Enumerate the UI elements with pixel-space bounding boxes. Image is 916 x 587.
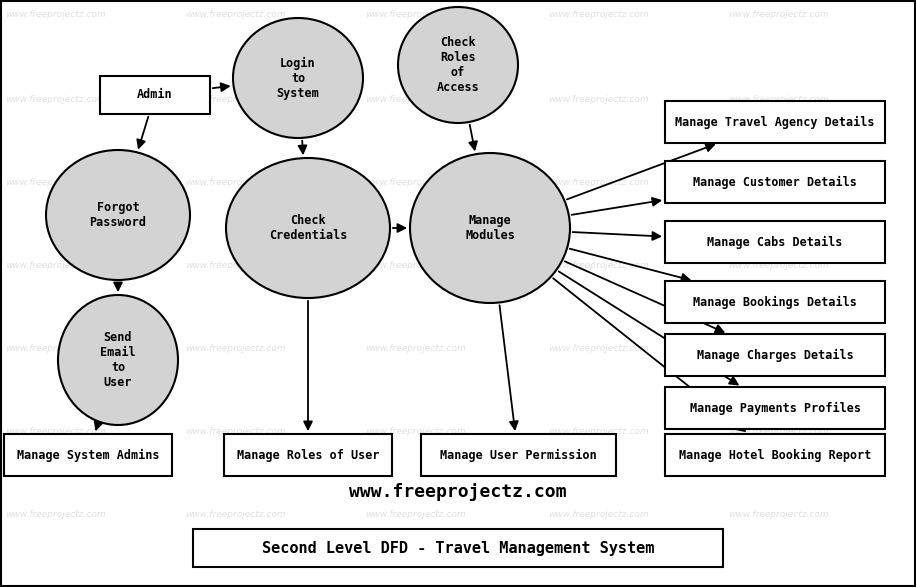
Bar — [665, 334, 885, 376]
Bar — [665, 221, 885, 263]
Bar — [665, 387, 885, 429]
Text: www.freeprojectz.com: www.freeprojectz.com — [185, 427, 286, 436]
Text: www.freeprojectz.com: www.freeprojectz.com — [548, 261, 649, 270]
Text: Check
Roles
of
Access: Check Roles of Access — [437, 36, 479, 94]
Text: www.freeprojectz.com: www.freeprojectz.com — [728, 344, 829, 353]
Text: www.freeprojectz.com: www.freeprojectz.com — [5, 178, 105, 187]
Text: Check
Credentials: Check Credentials — [268, 214, 347, 242]
Ellipse shape — [46, 150, 190, 280]
Text: Manage Roles of User: Manage Roles of User — [236, 448, 379, 461]
Text: Send
Email
to
User: Send Email to User — [100, 331, 136, 389]
Text: Manage Hotel Booking Report: Manage Hotel Booking Report — [679, 448, 871, 461]
Text: www.freeprojectz.com: www.freeprojectz.com — [548, 510, 649, 519]
Bar — [224, 434, 392, 476]
Text: www.freeprojectz.com: www.freeprojectz.com — [548, 178, 649, 187]
Bar — [4, 434, 172, 476]
Text: www.freeprojectz.com: www.freeprojectz.com — [5, 510, 105, 519]
Text: Manage Customer Details: Manage Customer Details — [693, 176, 857, 188]
Bar — [665, 161, 885, 203]
Text: www.freeprojectz.com: www.freeprojectz.com — [548, 427, 649, 436]
Text: www.freeprojectz.com: www.freeprojectz.com — [365, 344, 465, 353]
Bar — [665, 101, 885, 143]
Text: Manage Cabs Details: Manage Cabs Details — [707, 235, 843, 248]
Text: Admin: Admin — [137, 89, 173, 102]
Bar — [665, 434, 885, 476]
Text: www.freeprojectz.com: www.freeprojectz.com — [365, 510, 465, 519]
Text: www.freeprojectz.com: www.freeprojectz.com — [5, 10, 105, 19]
Text: www.freeprojectz.com: www.freeprojectz.com — [5, 344, 105, 353]
Text: www.freeprojectz.com: www.freeprojectz.com — [185, 178, 286, 187]
Text: Manage User Permission: Manage User Permission — [440, 448, 596, 461]
Text: Manage
Modules: Manage Modules — [465, 214, 515, 242]
Ellipse shape — [226, 158, 390, 298]
Text: www.freeprojectz.com: www.freeprojectz.com — [365, 95, 465, 104]
Text: www.freeprojectz.com: www.freeprojectz.com — [728, 427, 829, 436]
Text: Manage Bookings Details: Manage Bookings Details — [693, 295, 857, 309]
Text: www.freeprojectz.com: www.freeprojectz.com — [185, 344, 286, 353]
Text: Manage Payments Profiles: Manage Payments Profiles — [690, 402, 860, 414]
Text: Forgot
Password: Forgot Password — [90, 201, 147, 229]
Text: www.freeprojectz.com: www.freeprojectz.com — [728, 178, 829, 187]
Text: www.freeprojectz.com: www.freeprojectz.com — [728, 510, 829, 519]
Text: Manage Travel Agency Details: Manage Travel Agency Details — [675, 116, 875, 129]
Text: www.freeprojectz.com: www.freeprojectz.com — [548, 10, 649, 19]
Text: www.freeprojectz.com: www.freeprojectz.com — [365, 427, 465, 436]
Text: www.freeprojectz.com: www.freeprojectz.com — [365, 261, 465, 270]
Text: www.freeprojectz.com: www.freeprojectz.com — [548, 344, 649, 353]
Bar — [193, 529, 723, 567]
Text: www.freeprojectz.com: www.freeprojectz.com — [365, 178, 465, 187]
Text: Second Level DFD - Travel Management System: Second Level DFD - Travel Management Sys… — [262, 541, 654, 555]
Text: www.freeprojectz.com: www.freeprojectz.com — [728, 10, 829, 19]
Text: www.freeprojectz.com: www.freeprojectz.com — [365, 10, 465, 19]
Text: www.freeprojectz.com: www.freeprojectz.com — [185, 95, 286, 104]
Ellipse shape — [398, 7, 518, 123]
Text: www.freeprojectz.com: www.freeprojectz.com — [185, 10, 286, 19]
Text: www.freeprojectz.com: www.freeprojectz.com — [5, 95, 105, 104]
Bar — [420, 434, 616, 476]
Ellipse shape — [233, 18, 363, 138]
Text: www.freeprojectz.com: www.freeprojectz.com — [5, 261, 105, 270]
Text: www.freeprojectz.com: www.freeprojectz.com — [185, 510, 286, 519]
Text: www.freeprojectz.com: www.freeprojectz.com — [728, 95, 829, 104]
Text: Manage Charges Details: Manage Charges Details — [697, 349, 854, 362]
Ellipse shape — [58, 295, 178, 425]
Bar — [100, 76, 210, 114]
Text: www.freeprojectz.com: www.freeprojectz.com — [185, 261, 286, 270]
Ellipse shape — [410, 153, 570, 303]
Bar — [665, 281, 885, 323]
Text: www.freeprojectz.com: www.freeprojectz.com — [349, 483, 567, 501]
Text: Manage System Admins: Manage System Admins — [16, 448, 159, 461]
Text: www.freeprojectz.com: www.freeprojectz.com — [728, 261, 829, 270]
Text: www.freeprojectz.com: www.freeprojectz.com — [5, 427, 105, 436]
Text: Login
to
System: Login to System — [277, 56, 320, 100]
Text: www.freeprojectz.com: www.freeprojectz.com — [548, 95, 649, 104]
